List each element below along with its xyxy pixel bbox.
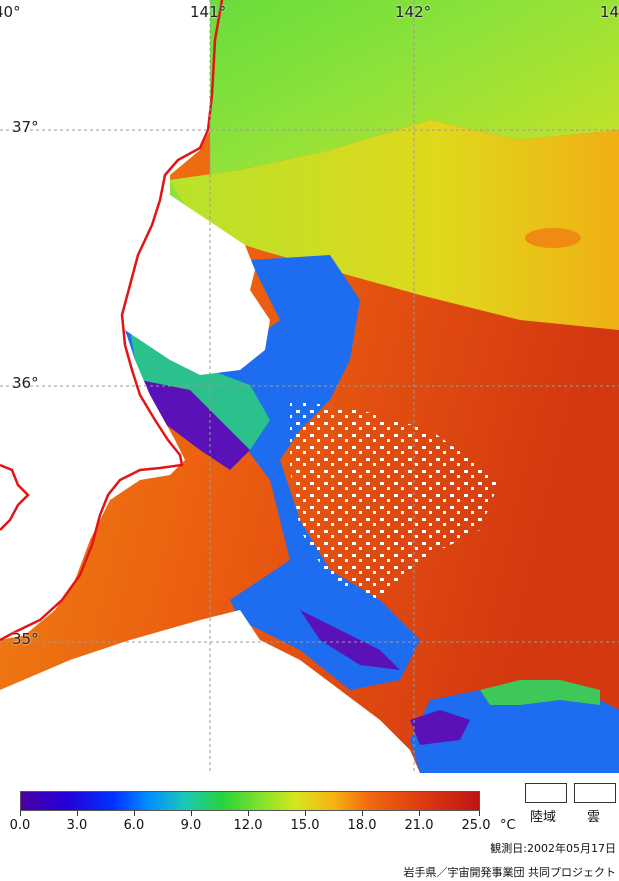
warm-eddy: [525, 228, 581, 248]
latitude-label-37: 37°: [12, 118, 39, 136]
southern-purple-water: [410, 710, 470, 745]
colorbar-tick: [419, 811, 420, 816]
longitude-label-140: 40°: [0, 3, 21, 21]
land-key-swatch: [525, 783, 567, 803]
southern-green-band: [480, 680, 600, 705]
colorbar-tick: [191, 811, 192, 816]
latitude-label-35: 35°: [12, 630, 39, 648]
land-key-label: 陸域: [530, 810, 557, 825]
colorbar-tick: [305, 811, 306, 816]
coastline: [0, 0, 224, 642]
temperature-colorbar: [20, 791, 480, 811]
coastal-green-fringe: [130, 330, 270, 450]
sea-cool-region: [150, 0, 619, 250]
sea-transition-region: [170, 120, 619, 330]
cloud-key-swatch: [574, 783, 616, 803]
latitude-label-36: 36°: [12, 374, 39, 392]
colorbar-tick: [20, 811, 21, 816]
colorbar-tick-label: 15.0: [290, 818, 320, 833]
colorbar-tick-label: 6.0: [123, 818, 145, 833]
colorbar-tick: [248, 811, 249, 816]
longitude-label-143: 14: [600, 3, 619, 21]
colorbar-tick-label: 18.0: [347, 818, 377, 833]
observation-date: 観測日:2002年05月17日: [490, 842, 616, 855]
coastline-inlet: [0, 463, 30, 531]
colorbar-tick: [134, 811, 135, 816]
cloud-key-label: 雲: [587, 810, 601, 825]
land-speck: [168, 263, 172, 267]
colorbar-tick: [362, 811, 363, 816]
colorbar-tick-label: 0.0: [9, 818, 31, 833]
credit-line: 岩手県／宇宙開発事業団 共同プロジェクト: [403, 866, 617, 879]
temperature-unit: °C: [500, 818, 516, 833]
bay-purple-water: [300, 610, 400, 670]
cloud-speckle-area: [290, 400, 500, 600]
graticule: [0, 0, 619, 773]
southern-cold-water: [410, 690, 619, 773]
colorbar-tick-label: 3.0: [66, 818, 88, 833]
longitude-label-142: 142°: [395, 3, 432, 21]
sea-surface-temperature-map: [0, 0, 619, 773]
colorbar-tick-label: 12.0: [233, 818, 263, 833]
colorbar-tick-label: 21.0: [404, 818, 434, 833]
colorbar-tick: [479, 811, 480, 816]
colorbar-tick: [77, 811, 78, 816]
colorbar-tick-label: 25.0: [461, 818, 491, 833]
coastal-purple-water: [140, 380, 250, 470]
colorbar-tick-label: 9.0: [180, 818, 202, 833]
longitude-label-141: 141°: [190, 3, 227, 21]
land-mass: [0, 0, 270, 640]
land-speck: [178, 293, 184, 298]
